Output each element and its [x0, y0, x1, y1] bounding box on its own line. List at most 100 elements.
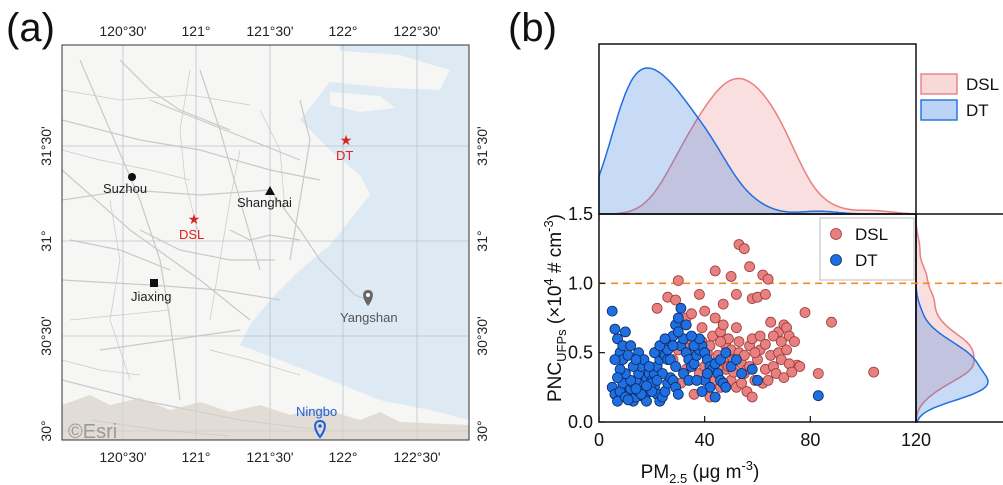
panel-b-label: (b)	[508, 6, 557, 50]
point-dsl	[778, 372, 790, 384]
point-dsl	[672, 275, 684, 287]
point-dt	[731, 354, 742, 366]
jiaxing-marker	[150, 279, 158, 287]
map-left-tick: 31°	[38, 230, 54, 251]
map-top-tick: 120°30'	[99, 23, 146, 39]
point-dt	[675, 302, 687, 314]
point-dt	[625, 340, 637, 352]
map-minor-roads	[62, 69, 301, 381]
dsl-star-icon: ★	[188, 211, 201, 227]
point-dt	[812, 390, 824, 402]
point-dsl	[709, 265, 721, 277]
point-dt	[620, 326, 631, 338]
place-label-ningbo: Ningbo	[296, 404, 337, 419]
point-dsl	[826, 316, 837, 328]
ningbo-pin-icon	[314, 419, 326, 439]
point-dt	[709, 391, 721, 403]
map-right-tick: 30°	[474, 420, 490, 441]
map-top-tick: 121°	[182, 23, 211, 39]
marginal-legend: DSL DT	[920, 73, 999, 121]
top-density-dsl	[598, 77, 917, 215]
map-right-tick: 30°30'	[474, 316, 490, 355]
point-dsl	[765, 316, 777, 328]
map-island-2	[330, 92, 395, 112]
place-label-dsl: DSL	[179, 227, 204, 242]
point-dt	[609, 323, 621, 335]
map-left-tick: 31°30'	[38, 126, 54, 165]
map-left-tick: 30°	[38, 420, 54, 441]
marginal-legend-label: DT	[966, 101, 989, 120]
point-dt	[696, 386, 708, 397]
map-right-tick: 31°	[474, 230, 490, 251]
point-dt	[651, 374, 663, 386]
map-frame	[61, 44, 470, 441]
map-left-tick: 30°30'	[38, 316, 54, 355]
place-label-dt: DT	[336, 148, 353, 163]
map-bottom-tick: 121°	[182, 449, 211, 465]
point-dsl	[694, 288, 705, 300]
place-label-yangshan: Yangshan	[340, 310, 398, 325]
point-dsl	[749, 347, 761, 359]
shanghai-marker	[265, 186, 275, 195]
point-dt	[612, 372, 623, 384]
point-dt	[680, 319, 692, 331]
point-dsl	[775, 336, 787, 348]
point-dsl	[746, 391, 758, 403]
x-tick-label: 40	[695, 430, 715, 450]
map-bottom-tick: 121°30'	[246, 449, 293, 465]
map-top-tick: 121°30'	[246, 23, 293, 39]
point-dsl	[731, 288, 742, 300]
point-dsl	[760, 288, 771, 300]
y-tick-label: 1.5	[568, 204, 593, 224]
point-dt	[672, 388, 684, 400]
y-tick-label: 0.0	[568, 412, 593, 432]
y-tick-label: 1.0	[568, 273, 593, 293]
point-dsl	[762, 374, 774, 386]
place-label-shanghai: Shanghai	[237, 195, 292, 210]
legend-label: DSL	[855, 225, 888, 244]
place-label-suzhou: Suzhou	[103, 181, 147, 196]
point-dsl	[744, 261, 755, 273]
map-bottom-tick: 122°30'	[393, 449, 440, 465]
x-tick-label: 80	[800, 430, 820, 450]
point-dsl	[717, 298, 729, 310]
right-density-dsl	[915, 214, 975, 423]
point-dsl	[768, 330, 779, 342]
point-dt	[667, 340, 679, 352]
point-dsl	[670, 294, 681, 306]
dt-star-icon: ★	[340, 132, 353, 148]
point-dsl	[868, 366, 880, 378]
point-dsl	[699, 305, 711, 317]
point-dsl	[731, 322, 742, 334]
point-dsl	[715, 336, 726, 348]
point-dsl	[686, 308, 697, 320]
point-dt	[686, 330, 697, 342]
point-dt	[752, 374, 763, 386]
point-dsl	[781, 344, 792, 356]
point-dsl	[651, 302, 663, 314]
plot-frame	[598, 213, 917, 423]
point-dt	[609, 354, 621, 366]
legend-marker	[830, 254, 842, 266]
point-dsl	[760, 338, 771, 350]
point-dt	[701, 368, 713, 379]
marginal-legend-label: DSL	[966, 75, 999, 94]
yangshan-pin-icon	[363, 290, 373, 306]
y-axis-label: PNCUFPs (×104 # cm-3)	[541, 214, 569, 402]
point-dt	[606, 305, 618, 317]
point-dt	[672, 312, 684, 324]
point-dsl	[812, 368, 824, 379]
map-bottom-tick: 120°30'	[99, 449, 146, 465]
point-dt	[630, 383, 642, 395]
point-dt	[672, 326, 684, 338]
panel-a-label: (a)	[6, 6, 55, 50]
point-dsl	[709, 312, 721, 324]
suzhou-marker	[128, 173, 136, 181]
map-bottom-tick: 122°	[329, 449, 358, 465]
point-dt	[691, 374, 703, 386]
map-tick-labels: 120°30' 121° 121°30' 122° 122°30' 120°30' 121°…	[38, 23, 490, 465]
point-dsl	[738, 243, 750, 255]
map-terrain	[62, 395, 469, 440]
map-island	[250, 50, 450, 90]
